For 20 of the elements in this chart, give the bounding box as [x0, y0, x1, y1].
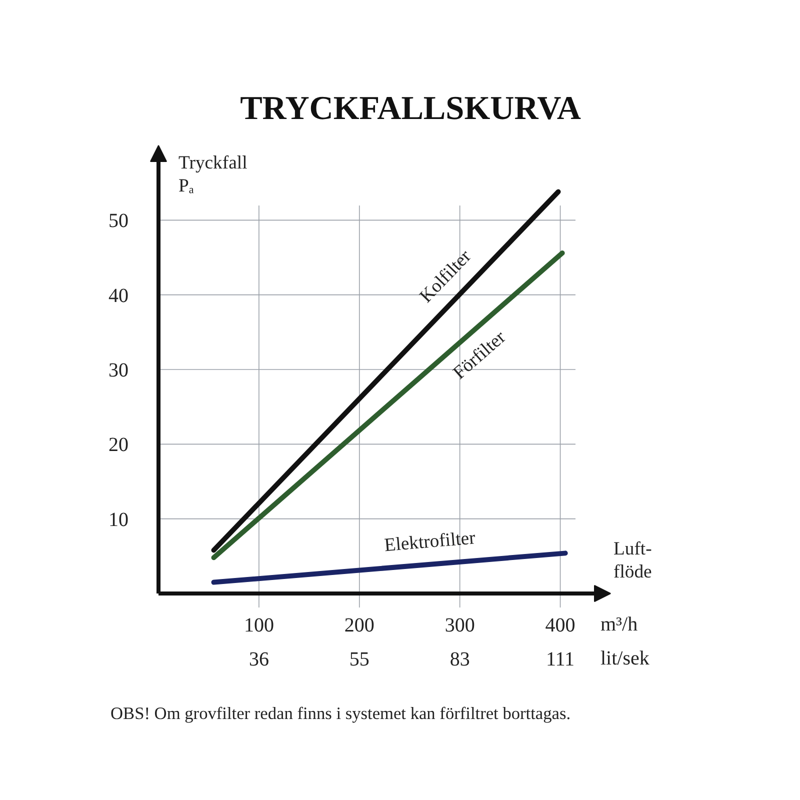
text: 55: [349, 648, 370, 670]
y-tick-label: 50: [108, 210, 128, 232]
x-tick-label: 200: [344, 614, 374, 636]
text: Luft- flöde: [614, 538, 652, 583]
x-tick-label: 100: [244, 614, 274, 636]
text: 111: [546, 648, 575, 670]
x-axis-title: m³/h: [600, 614, 638, 636]
x-tick-label: 400: [545, 614, 576, 636]
y-tick-label: 30: [108, 360, 128, 382]
text: 36: [248, 648, 269, 670]
y-tick-label: 10: [108, 508, 128, 531]
y-axis-title: Tryckfall Pₐ: [178, 152, 248, 197]
text: OBS! Om grovfilter redan finns i systemet kan förfiltret borttagas.: [110, 704, 571, 723]
series-label: Elektrofilter: [384, 528, 477, 556]
x-tick-label: 300: [444, 614, 475, 636]
y-tick-label: 40: [108, 284, 128, 307]
chart-title: TRYCKFALLSKURVA: [240, 90, 581, 127]
y-tick-label: 20: [108, 434, 128, 456]
text: lit/sek: [600, 648, 650, 670]
text: 83: [450, 648, 470, 670]
